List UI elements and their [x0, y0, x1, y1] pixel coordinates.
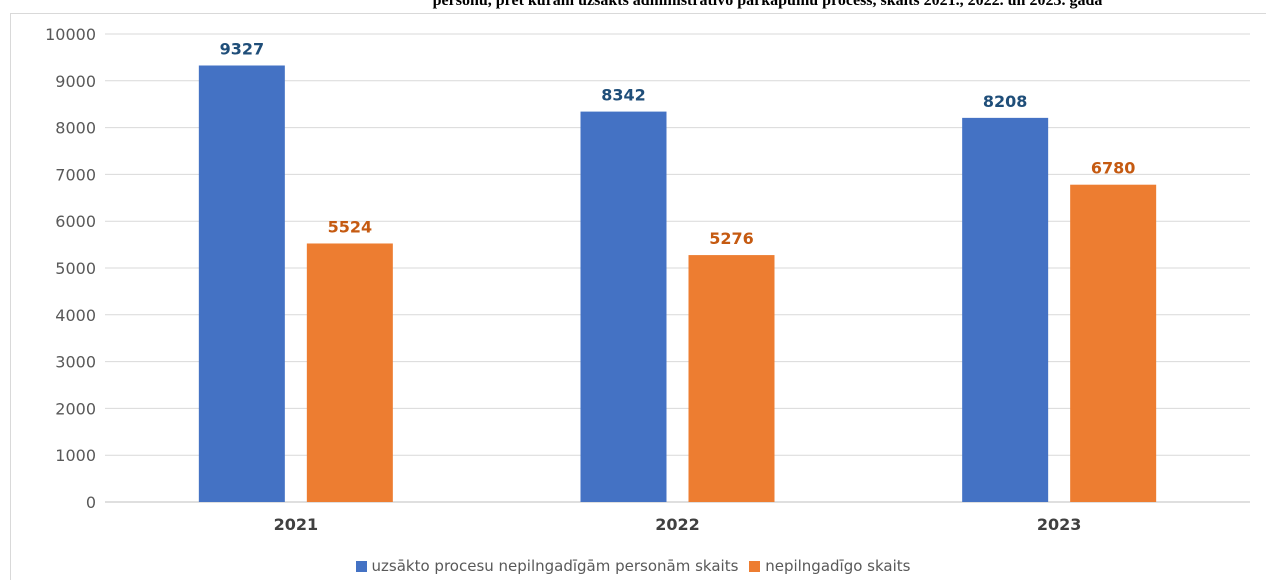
- y-tick-label: 10000: [45, 25, 96, 44]
- data-label: 9327: [220, 39, 265, 58]
- legend-item-series-2: nepilngadīgo skaits: [749, 557, 910, 575]
- data-label: 6780: [1091, 159, 1136, 178]
- data-label: 5276: [709, 229, 754, 248]
- data-label: 8342: [601, 86, 646, 105]
- bar-2021-series-1: [198, 65, 285, 502]
- y-tick-label: 7000: [55, 165, 96, 184]
- data-label: 8208: [983, 92, 1028, 111]
- x-tick-label: 2021: [274, 515, 319, 534]
- x-tick-label: 2023: [1037, 515, 1082, 534]
- bar-2023-series-1: [962, 117, 1049, 502]
- chart-frame: [10, 13, 1266, 580]
- legend-label-series-2: nepilngadīgo skaits: [765, 557, 911, 575]
- y-tick-label: 9000: [55, 72, 96, 91]
- bar-2022-series-1: [580, 111, 667, 503]
- y-tick-label: 6000: [55, 212, 96, 231]
- y-tick-label: 1000: [55, 446, 96, 465]
- chart-title: personu, pret kurām uzsākts administratī…: [432, 0, 1103, 9]
- legend-label-series-1: uzsākto procesu nepilngadīgām personām s…: [371, 557, 739, 575]
- legend-swatch-series-2: [749, 560, 761, 572]
- chart-legend: uzsākto procesu nepilngadīgām personām s…: [0, 557, 1266, 576]
- y-tick-label: 4000: [55, 306, 96, 325]
- bar-2021-series-2: [306, 243, 393, 502]
- bar-2022-series-2: [688, 255, 775, 502]
- legend-swatch-series-1: [355, 560, 367, 572]
- data-label: 5524: [328, 217, 373, 236]
- y-tick-label: 0: [86, 493, 96, 512]
- y-tick-label: 3000: [55, 353, 96, 372]
- legend-item-series-1: uzsākto procesu nepilngadīgām personām s…: [355, 557, 739, 575]
- bar-2023-series-2: [1070, 184, 1157, 503]
- y-tick-label: 5000: [55, 259, 96, 278]
- y-tick-label: 8000: [55, 119, 96, 138]
- y-tick-label: 2000: [55, 399, 96, 418]
- x-tick-label: 2022: [655, 515, 700, 534]
